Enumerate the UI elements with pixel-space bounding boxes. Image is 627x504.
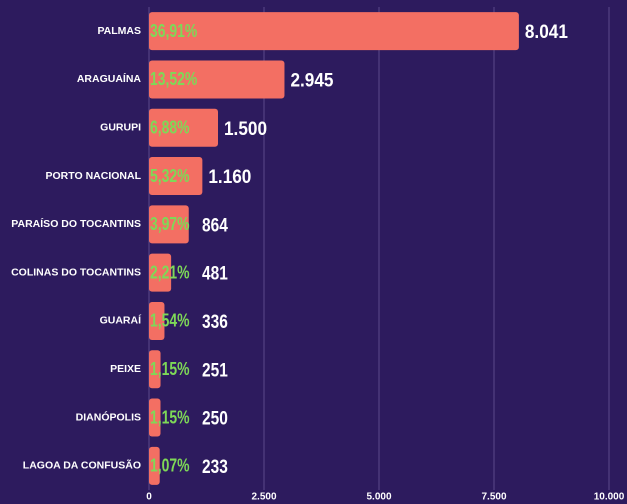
value-label: 1.500 (224, 119, 267, 140)
share-label: 36,91% (150, 21, 197, 41)
share-label: 1,07% (150, 456, 190, 476)
value-label: 336 (202, 312, 228, 333)
category-label: PORTO NACIONAL (46, 170, 142, 182)
bar (149, 60, 285, 99)
share-label: 3,97% (150, 214, 190, 234)
bar (149, 446, 160, 485)
category-label: DIANÓPOLIS (76, 410, 141, 423)
value-label: 864 (202, 215, 228, 236)
category-label: LAGOA DA CONFUSÃO (23, 459, 141, 472)
category-label: COLINAS DO TOCANTINS (11, 266, 141, 278)
value-label: 250 (202, 409, 228, 430)
category-label: GURUPI (100, 122, 141, 134)
value-label: 251 (202, 360, 228, 381)
bar (149, 253, 172, 292)
bar (149, 350, 161, 389)
bar (149, 12, 519, 51)
category-label: PALMAS (97, 25, 141, 37)
share-label: 1,54% (150, 311, 190, 331)
bar (149, 205, 189, 244)
x-tick-label: 0 (146, 492, 152, 503)
bar (149, 301, 165, 340)
share-label: 1,15% (150, 407, 190, 427)
x-tick-label: 7.500 (481, 492, 506, 503)
category-label: PEIXE (110, 363, 141, 375)
value-label: 1.160 (208, 167, 251, 188)
value-label: 8.041 (525, 22, 568, 43)
share-label: 6,88% (150, 118, 190, 138)
category-label: GUARAÍ (100, 314, 142, 327)
x-tick-label: 10.000 (594, 492, 625, 503)
x-tick-label: 5.000 (366, 492, 391, 503)
value-label: 2.945 (290, 70, 333, 91)
value-label: 233 (202, 457, 228, 478)
x-tick-label: 2.500 (251, 492, 276, 503)
share-label: 2,21% (150, 262, 190, 282)
category-label: PARAÍSO DO TOCANTINS (11, 217, 141, 230)
share-label: 5,32% (150, 166, 190, 186)
share-label: 1,15% (150, 359, 190, 379)
bar (149, 398, 161, 437)
bar (149, 108, 218, 147)
bar (149, 157, 203, 196)
share-label: 13,52% (150, 69, 197, 89)
category-label: ARAGUAÍNA (77, 72, 142, 85)
value-label: 481 (202, 264, 228, 285)
